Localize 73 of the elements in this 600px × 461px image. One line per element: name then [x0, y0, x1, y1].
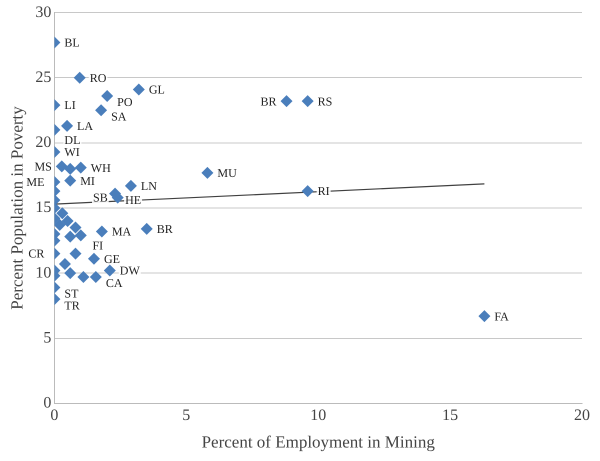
data-label: FA [494, 309, 510, 324]
data-label: PO [117, 95, 133, 110]
data-label: WI [64, 145, 80, 160]
data-label: ST [64, 286, 80, 301]
point [56, 160, 68, 172]
data-label: BL [64, 36, 80, 50]
point [74, 72, 86, 84]
y-tick-label: 15 [35, 199, 52, 216]
point [88, 252, 100, 265]
data-label: TR [64, 298, 80, 312]
x-tick-label: 5 [182, 407, 190, 424]
point [56, 207, 68, 220]
data-label: FI [92, 238, 104, 253]
point [62, 215, 74, 228]
point [54, 218, 66, 231]
data-label: LA [77, 119, 94, 134]
point [77, 271, 90, 284]
point [64, 230, 76, 243]
data-label: MS [34, 159, 52, 174]
point [478, 310, 490, 322]
point [124, 180, 137, 192]
data-label: LN [140, 179, 158, 194]
data-label: WH [90, 160, 112, 175]
data-label: LI [64, 98, 76, 112]
data-label: MU [217, 166, 238, 180]
data-label: DW [120, 264, 140, 278]
y-tick-label: 10 [35, 264, 52, 282]
data-label: RS [318, 94, 332, 108]
data-label: DL [64, 132, 80, 147]
data-label: SB [93, 190, 108, 205]
point [95, 104, 108, 116]
x-tick-label: 10 [310, 407, 326, 424]
point [64, 162, 76, 175]
data-label: GL [148, 82, 165, 97]
point [64, 267, 76, 280]
data-label: ME [26, 175, 44, 190]
y-tick-label: 25 [35, 68, 52, 86]
point [132, 83, 145, 96]
x-tick-label: 15 [442, 407, 458, 424]
point [280, 95, 293, 108]
point [201, 166, 214, 179]
y-tick-label: 20 [35, 134, 52, 152]
data-label: RI [318, 184, 330, 198]
point [90, 271, 102, 284]
point [58, 258, 71, 270]
point [302, 95, 314, 108]
y-tick-label: 5 [43, 329, 52, 346]
point [104, 264, 116, 277]
data-label: SA [111, 109, 127, 124]
data-label: MA [112, 224, 132, 239]
data-label: CA [106, 276, 123, 290]
data-label: MI [80, 174, 95, 188]
point [64, 174, 76, 187]
point [70, 222, 82, 234]
point [74, 229, 87, 242]
data-label: HE [125, 192, 142, 207]
point [302, 185, 314, 198]
data-label: CR [28, 246, 44, 261]
data-label: BR [156, 222, 173, 236]
point [96, 225, 108, 238]
data-label: BR [260, 94, 277, 108]
point [70, 248, 82, 260]
point [61, 120, 74, 132]
data-label: RO [90, 70, 107, 85]
point [140, 222, 153, 235]
point [101, 90, 114, 102]
data-label: GE [104, 252, 120, 266]
y-tick-label: 0 [43, 394, 52, 412]
y-axis-title: Percent Population in Poverty [8, 106, 27, 310]
x-tick-label: 20 [574, 407, 590, 424]
y-tick-label: 30 [35, 4, 52, 21]
x-axis-title: Percent of Employment in Mining [202, 432, 436, 452]
point [74, 162, 87, 174]
